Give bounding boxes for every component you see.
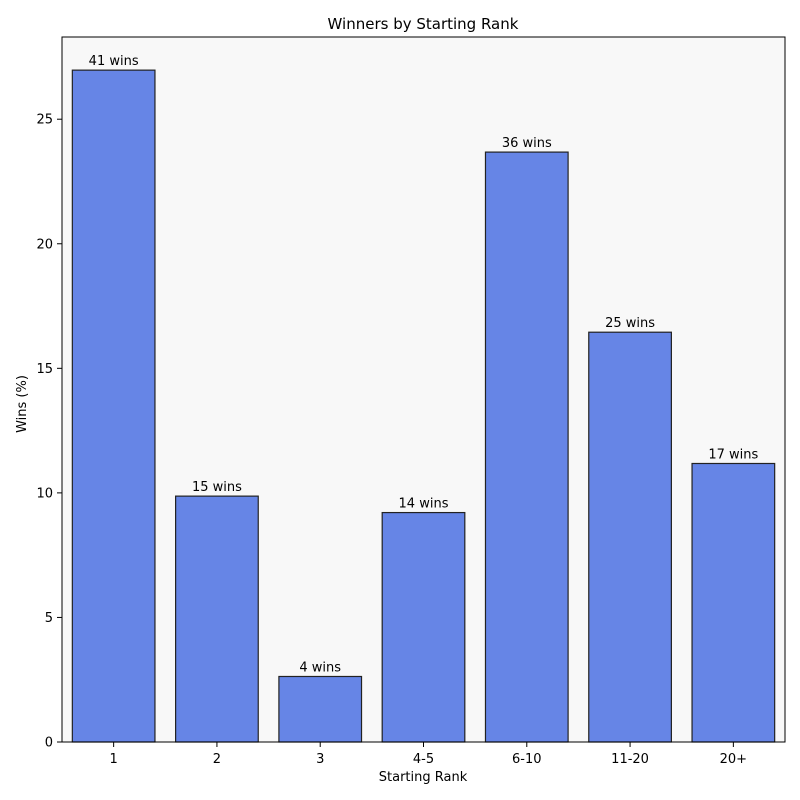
bar-3	[278, 675, 363, 743]
bar-1	[71, 69, 156, 743]
bar-4-5	[381, 511, 466, 743]
data-label-20+: 17 wins	[708, 447, 758, 462]
y-axis-label: Wins (%)	[15, 375, 30, 433]
y-tick-label-20: 20	[36, 237, 53, 252]
y-tick-label-0: 0	[45, 736, 53, 751]
data-label-3: 4 wins	[299, 660, 341, 675]
x-tick-label-2: 2	[213, 752, 221, 767]
bars-group	[71, 69, 776, 743]
chart-title: Winners by Starting Rank	[328, 15, 519, 33]
data-label-11-20: 25 wins	[605, 316, 655, 331]
data-label-4-5: 14 wins	[399, 497, 449, 512]
y-tick-label-5: 5	[45, 611, 53, 626]
x-tick-label-4-5: 4-5	[413, 752, 434, 767]
y-tick-label-25: 25	[36, 113, 53, 128]
x-tick-label-6-10: 6-10	[512, 752, 542, 767]
x-tick-label-3: 3	[316, 752, 324, 767]
y-tick-label-15: 15	[36, 362, 53, 377]
y-axis: 0 5 10 15 20 25	[36, 113, 62, 751]
data-label-2: 15 wins	[192, 480, 242, 495]
x-axis-label: Starting Rank	[379, 770, 468, 785]
bar-6-10	[484, 151, 569, 743]
x-tick-label-20+: 20+	[720, 752, 747, 767]
x-axis: 1 2 3 4-5 6-10 11-20 20+	[110, 742, 747, 767]
data-label-1: 41 wins	[89, 54, 139, 69]
bar-11-20	[588, 331, 672, 743]
plot-frame	[61, 36, 786, 743]
bar-20+	[691, 462, 776, 743]
x-tick-label-1: 1	[110, 752, 118, 767]
x-tick-label-11-20: 11-20	[611, 752, 649, 767]
data-labels-group: 41 wins 15 wins 4 wins 14 wins 36 wins 25 win…	[89, 54, 759, 675]
data-label-6-10: 36 wins	[502, 136, 552, 151]
y-tick-label-10: 10	[36, 486, 53, 501]
bar-2	[175, 495, 259, 743]
